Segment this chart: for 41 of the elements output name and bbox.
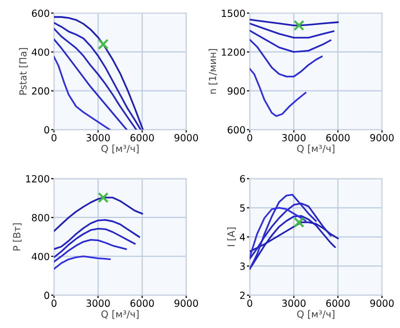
x-axis-title: Q [м³/ч] <box>101 144 139 154</box>
y-tick-label: 3 <box>240 262 245 270</box>
y-tick-label: 2 <box>240 292 245 299</box>
y-tick-label: 600 <box>228 126 245 134</box>
x-tick-label: 9000 <box>174 300 198 307</box>
y-tick-label: 1200 <box>222 48 245 56</box>
x-tick-label: 3000 <box>282 300 306 307</box>
x-axis-title: Q [м³/ч] <box>297 144 334 154</box>
x-tick-label: 9000 <box>174 134 198 142</box>
y-tick-label: 1200 <box>26 175 50 182</box>
y-tick-label: 200 <box>32 87 50 95</box>
x-tick-label: 0 <box>247 134 252 142</box>
y-axis-title: n [1/мин] <box>208 49 218 94</box>
x-tick-label: 9000 <box>370 134 394 142</box>
x-tick-label: 9000 <box>370 300 394 307</box>
y-tick-label: 6 <box>240 175 245 182</box>
x-axis-title: Q [м³/ч] <box>297 310 334 319</box>
y-axis-title: P [Вт] <box>12 223 22 250</box>
y-tick-label: 400 <box>32 48 50 56</box>
y-tick-label: 5 <box>240 204 245 212</box>
y-tick-label: 0 <box>44 292 50 300</box>
y-axis-title: I [A] <box>227 228 236 246</box>
y-tick-label: 900 <box>228 87 245 95</box>
y-tick-label: 600 <box>32 10 50 17</box>
x-tick-label: 6000 <box>326 300 350 307</box>
x-tick-label: 6000 <box>130 134 154 142</box>
x-tick-label: 6000 <box>130 300 154 307</box>
x-tick-label: 3000 <box>86 134 110 142</box>
x-tick-label: 0 <box>52 300 56 307</box>
y-axis-title: Pstat [Па] <box>19 48 28 95</box>
x-tick-label: 3000 <box>282 134 306 142</box>
y-tick-label: 400 <box>32 252 50 260</box>
y-tick-label: 4 <box>240 234 246 241</box>
y-tick-label: 1500 <box>222 10 245 17</box>
x-tick-label: 6000 <box>326 134 350 142</box>
x-axis-title: Q [м³/ч] <box>101 310 139 319</box>
y-tick-label: 800 <box>32 214 50 222</box>
x-tick-label: 0 <box>247 300 252 307</box>
x-tick-label: 0 <box>52 134 56 142</box>
y-tick-label: 0 <box>44 126 50 134</box>
x-tick-label: 3000 <box>86 300 110 307</box>
